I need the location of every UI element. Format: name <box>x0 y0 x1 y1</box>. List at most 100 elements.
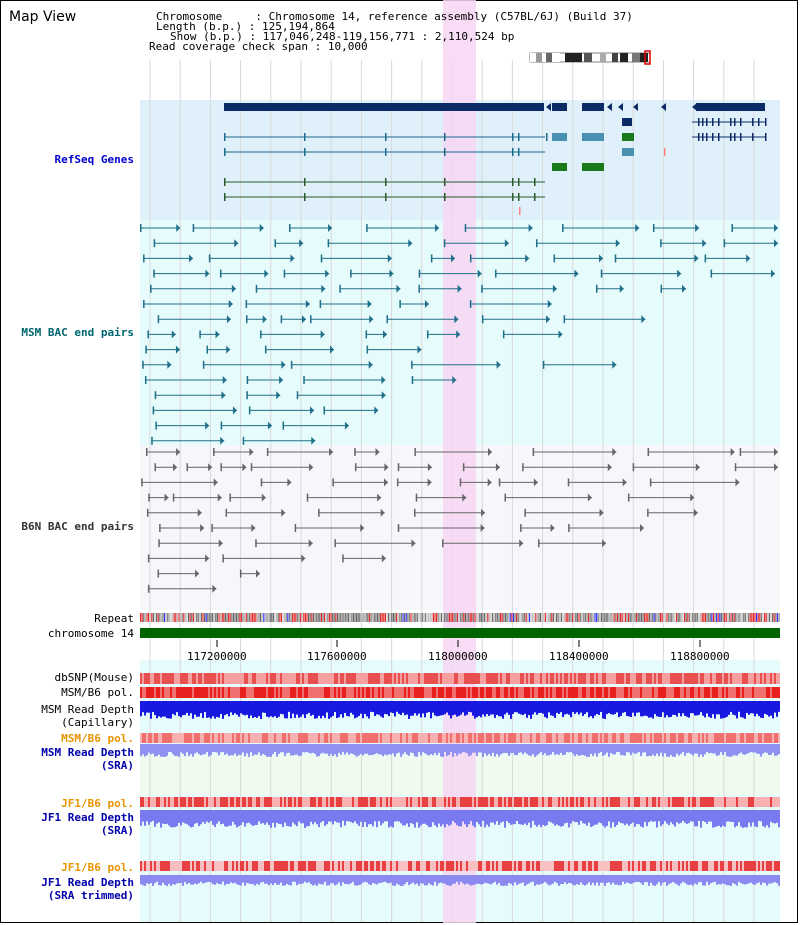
heat-cell <box>514 673 516 684</box>
depth-bar <box>610 701 612 715</box>
depth-bar <box>774 875 776 883</box>
repeat-feature <box>543 613 545 622</box>
depth-bar <box>598 810 600 823</box>
heat-cell <box>228 797 230 807</box>
heat-cell <box>236 673 238 684</box>
depth-bar <box>330 875 332 884</box>
heat-cell <box>228 673 230 684</box>
depth-bar <box>236 810 238 828</box>
depth-bar <box>770 744 772 755</box>
bac-end-arrow <box>408 239 413 248</box>
depth-bar <box>390 810 392 827</box>
heat-cell <box>386 673 388 684</box>
heat-cell <box>614 797 616 807</box>
heat-cell <box>650 797 652 807</box>
depth-bar <box>462 701 464 713</box>
heat-cell <box>498 797 500 807</box>
depth-bar <box>514 701 516 713</box>
depth-bar <box>480 701 482 718</box>
repeat-feature <box>608 613 610 622</box>
heat-cell <box>602 687 604 698</box>
depth-bar <box>214 875 216 885</box>
depth-bar <box>280 701 282 714</box>
heat-cell <box>164 733 166 743</box>
depth-bar <box>494 744 496 757</box>
heat-cell <box>346 687 348 698</box>
depth-bar <box>506 810 508 822</box>
bac-end-arrow <box>525 254 530 263</box>
depth-bar <box>442 875 444 884</box>
heat-cell <box>504 733 506 743</box>
ideogram-band <box>632 53 640 62</box>
depth-bar <box>756 744 758 754</box>
depth-bar <box>554 875 556 882</box>
repeat-feature <box>588 613 590 622</box>
heat-cell <box>674 673 676 684</box>
heat-cell <box>730 733 732 743</box>
repeat-feature <box>184 613 186 622</box>
depth-bar <box>308 875 310 882</box>
heat-cell <box>444 861 446 871</box>
heat-cell <box>196 797 198 807</box>
depth-bar <box>650 744 652 757</box>
depth-bar <box>154 810 156 827</box>
depth-bar <box>290 744 292 756</box>
heat-cell <box>146 687 148 698</box>
repeat-feature <box>226 613 228 622</box>
depth-bar <box>368 701 370 719</box>
heat-cell <box>758 673 760 684</box>
bac-end-arrow <box>200 524 205 532</box>
heat-cell <box>684 687 686 698</box>
gene-exon <box>712 133 714 141</box>
depth-bar <box>384 810 386 822</box>
depth-bar <box>778 701 780 712</box>
heat-cell <box>642 797 644 807</box>
heat-cell <box>446 797 448 807</box>
depth-bar <box>740 701 742 718</box>
depth-bar <box>254 875 256 886</box>
track-label-msm-bac[interactable]: MSM BAC end pairs <box>21 326 134 339</box>
depth-bar <box>762 875 764 883</box>
repeat-feature <box>402 613 404 622</box>
heat-cell <box>194 797 196 807</box>
track-label-b6n-bac[interactable]: B6N BAC end pairs <box>21 520 134 533</box>
track-label-refseq[interactable]: RefSeq Genes <box>54 153 134 166</box>
heat-cell <box>148 687 150 698</box>
heat-cell <box>176 673 178 684</box>
heat-cell <box>622 673 624 684</box>
heat-cell <box>476 861 478 871</box>
depth-bar <box>446 810 448 825</box>
heat-cell <box>452 687 454 698</box>
depth-bar <box>158 875 160 886</box>
depth-bar <box>490 701 492 715</box>
heat-cell <box>254 733 256 743</box>
repeat-feature <box>444 613 446 622</box>
depth-bar <box>228 701 230 717</box>
repeat-feature <box>592 613 594 622</box>
heat-cell <box>220 861 222 871</box>
depth-bar <box>626 744 628 752</box>
repeat-feature <box>194 613 196 622</box>
heat-cell <box>370 861 372 871</box>
depth-bar <box>652 875 654 886</box>
heat-cell <box>586 687 588 698</box>
heat-cell <box>668 673 670 684</box>
depth-bar <box>168 810 170 826</box>
depth-bar <box>240 810 242 825</box>
heat-cell <box>306 861 308 871</box>
heat-cell <box>566 733 568 743</box>
heat-cell <box>732 687 734 698</box>
depth-bar <box>360 810 362 822</box>
depth-bar <box>558 875 560 886</box>
depth-bar <box>364 744 366 754</box>
repeat-feature <box>485 613 487 622</box>
depth-bar <box>304 810 306 828</box>
heat-cell <box>156 861 158 871</box>
heat-cell <box>620 687 622 698</box>
heat-cell <box>166 797 168 807</box>
depth-bar <box>670 810 672 823</box>
heat-cell <box>390 733 392 743</box>
depth-bar <box>732 810 734 823</box>
bac-end-arrow <box>377 493 382 502</box>
